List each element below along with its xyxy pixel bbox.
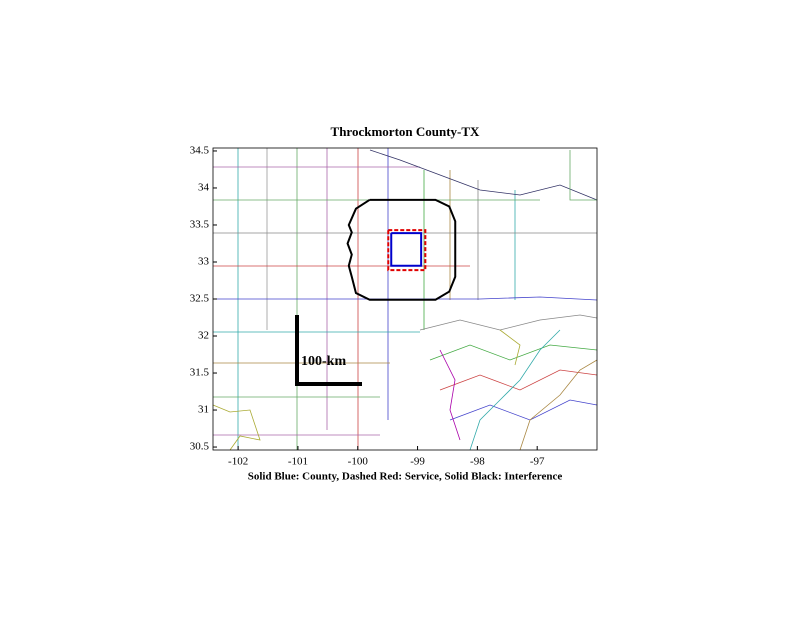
- y-tick-label: 34.5: [190, 144, 210, 156]
- scale-label: 100-km: [301, 354, 346, 369]
- y-tick-label: 30.5: [190, 441, 210, 453]
- y-tick-label: 31: [198, 404, 209, 416]
- x-tick-label: -100: [348, 456, 369, 468]
- x-tick-label: -101: [288, 456, 308, 468]
- y-tick-label: 33: [198, 256, 210, 268]
- y-tick-label: 31.5: [190, 367, 210, 379]
- y-tick-label: 33.5: [190, 219, 210, 231]
- outline: [390, 232, 423, 267]
- caption: Solid Blue: County, Dashed Red: Service,…: [248, 471, 563, 483]
- y-tick-label: 34: [198, 182, 210, 194]
- outline: [346, 198, 457, 301]
- outline: [387, 229, 427, 272]
- scale-bar: 100-km: [295, 315, 362, 386]
- x-tick-label: -102: [228, 456, 248, 468]
- y-tick-label: 32.5: [190, 293, 210, 305]
- map-title: Throckmorton County-TX: [331, 124, 481, 139]
- x-tick-label: -97: [530, 456, 545, 468]
- x-tick-label: -99: [410, 456, 425, 468]
- x-tick-label: -98: [470, 456, 485, 468]
- y-tick-label: 32: [198, 330, 209, 342]
